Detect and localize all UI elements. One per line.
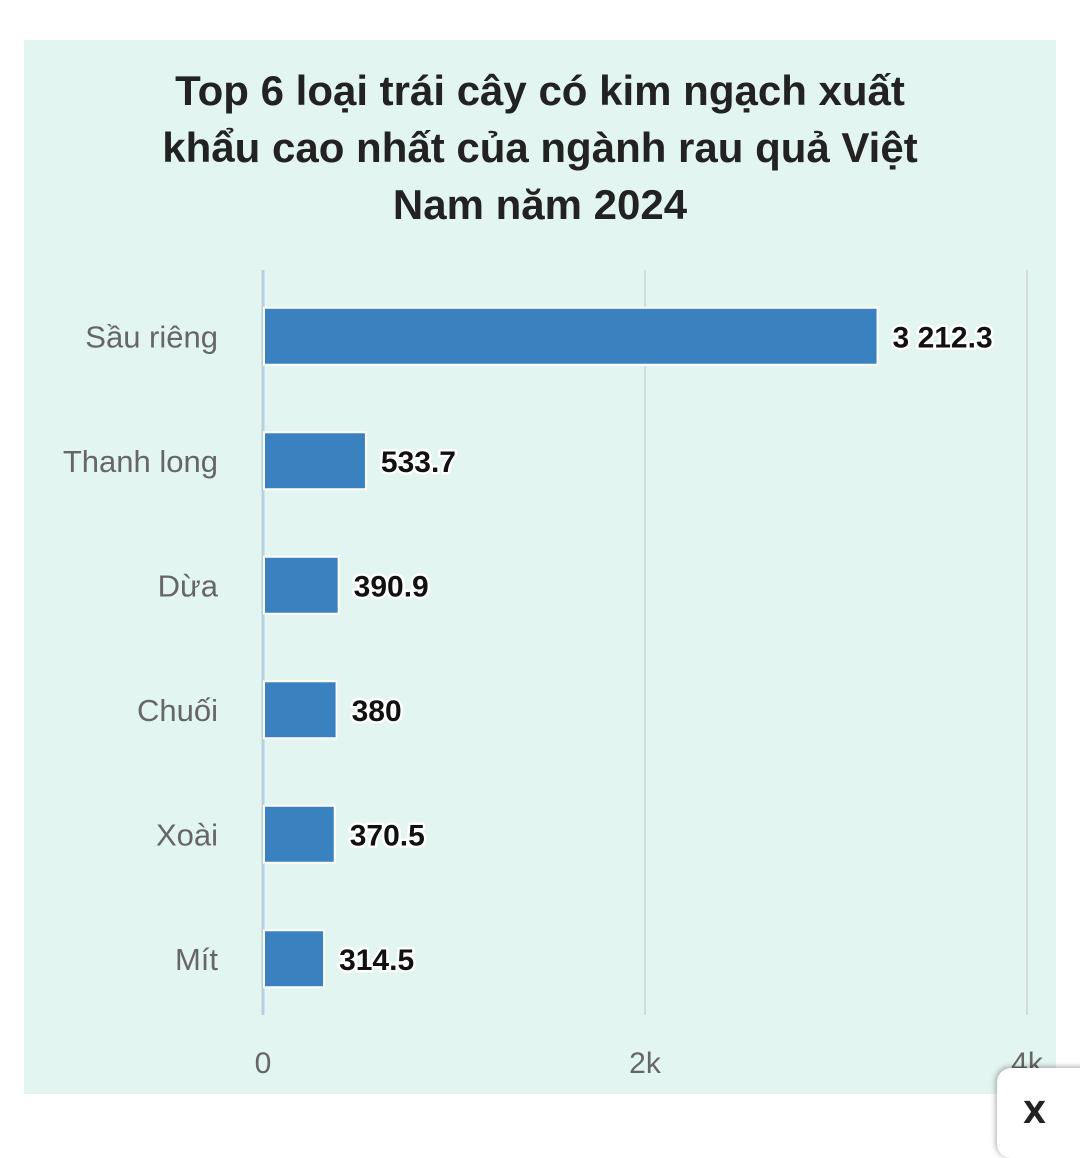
chart-panel bbox=[24, 40, 1056, 1094]
chart-title-line-2: khẩu cao nhất của ngành rau quả Việt bbox=[162, 124, 918, 171]
chart-title: Top 6 loại trái cây có kim ngạch xuất kh… bbox=[24, 62, 1056, 233]
x-tick-label: 0 bbox=[255, 1047, 272, 1080]
chart-title-line-3: Nam năm 2024 bbox=[392, 181, 688, 228]
data-label: 314.5 bbox=[339, 944, 414, 977]
bar bbox=[263, 929, 326, 989]
category-label: Xoài bbox=[156, 817, 218, 852]
bar bbox=[263, 555, 340, 615]
bar bbox=[263, 680, 338, 740]
chart-title-line-1: Top 6 loại trái cây có kim ngạch xuất bbox=[175, 67, 905, 114]
bar bbox=[263, 431, 367, 491]
category-label: Sầu riêng bbox=[85, 319, 218, 354]
data-label: 533.7 bbox=[381, 446, 456, 479]
category-label: Mít bbox=[175, 942, 218, 977]
data-label: 3 212.3 bbox=[893, 321, 993, 354]
bar bbox=[263, 804, 336, 864]
category-label: Thanh long bbox=[63, 444, 218, 479]
category-label: Chuối bbox=[137, 693, 218, 728]
x-tick-label: 2k bbox=[629, 1047, 662, 1080]
category-label: Dừa bbox=[158, 568, 219, 603]
close-tab[interactable]: X bbox=[997, 1068, 1080, 1158]
close-icon[interactable]: X bbox=[1023, 1096, 1047, 1131]
data-label: 380 bbox=[352, 695, 402, 728]
bar bbox=[263, 306, 879, 366]
data-label: 370.5 bbox=[350, 819, 425, 852]
data-label: 390.9 bbox=[354, 570, 429, 603]
